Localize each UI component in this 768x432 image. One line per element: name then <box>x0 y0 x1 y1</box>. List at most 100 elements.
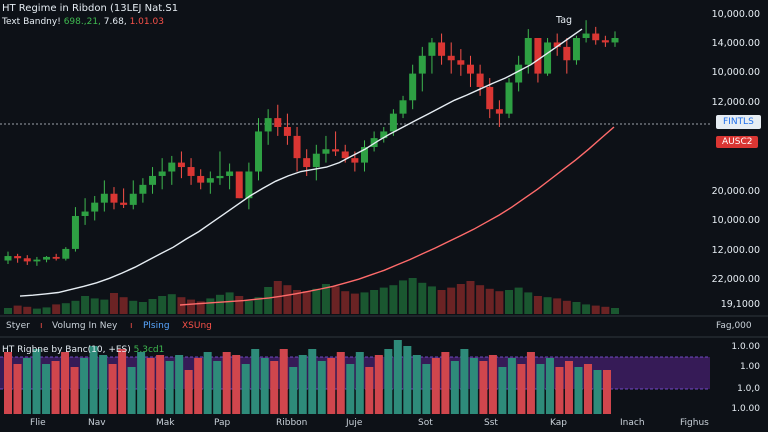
volume-bar <box>399 280 408 314</box>
candle-body <box>544 42 552 74</box>
oscillator-bar <box>232 355 241 414</box>
oscillator-bar <box>289 367 298 414</box>
volume-bar <box>360 292 369 314</box>
volume-bar <box>601 306 610 314</box>
candle-body <box>505 82 513 114</box>
volume-bar <box>71 300 80 314</box>
candle-body <box>360 147 368 163</box>
legend-item[interactable]: Styer <box>6 321 30 331</box>
legend-item[interactable]: Volumg In Ney <box>52 321 118 331</box>
volume-bar <box>264 287 273 314</box>
candle-body <box>187 167 195 176</box>
oscillator-bar <box>13 364 22 414</box>
oscillator-bar <box>336 352 345 414</box>
moving-average-white <box>19 28 583 297</box>
candle-body <box>71 216 79 249</box>
oscillator-bar <box>526 352 535 414</box>
oscillator-bar <box>308 349 317 414</box>
oscillator-bar <box>574 367 583 414</box>
volume-bar <box>148 299 157 314</box>
volume-bar <box>293 290 302 314</box>
last-price-badge[interactable]: FINTLS <box>716 115 761 129</box>
oscillator-bar <box>146 358 155 414</box>
oscillator-bar <box>583 364 592 414</box>
subtitle-green-value: 698.,21, <box>63 17 101 27</box>
candle-body <box>235 171 243 199</box>
oscillator-bar <box>536 364 545 414</box>
candle-body <box>245 171 253 199</box>
oscillator-bar <box>479 361 488 414</box>
volume-bar <box>553 298 562 314</box>
volume-bar <box>582 304 591 314</box>
candle-body <box>274 118 282 127</box>
moving-average-red <box>179 126 615 306</box>
oscillator-bar <box>517 364 526 414</box>
candle-body <box>524 38 532 65</box>
candle-body <box>52 256 60 259</box>
candle-body <box>120 202 128 205</box>
oscillator-bar <box>593 370 602 414</box>
legend-item[interactable]: Plsing <box>143 321 170 331</box>
volume-bar <box>23 306 32 314</box>
oscillator-bar <box>42 364 51 414</box>
oscillator-tick-label: 1.0.00 <box>731 404 760 414</box>
oscillator-bar <box>23 358 32 414</box>
volume-bar <box>562 300 571 314</box>
candle-body <box>601 40 609 43</box>
price-tick-label: 12,000.00 <box>711 97 760 108</box>
time-axis-label: Nav <box>88 418 106 428</box>
oscillator-bar <box>365 367 374 414</box>
candle-body <box>409 73 417 101</box>
volume-bar <box>52 304 61 314</box>
candle-body <box>149 175 157 185</box>
oscillator-bar <box>203 352 212 414</box>
candle-body <box>563 46 571 61</box>
candle-body <box>91 202 99 212</box>
candle-body <box>264 118 272 132</box>
volume-bar <box>456 284 465 314</box>
price-tick-label: 12,000.00 <box>711 245 760 256</box>
time-axis-label: Kap <box>550 418 567 428</box>
volume-bar <box>100 299 109 314</box>
volume-bar <box>138 302 147 314</box>
candle-body <box>43 256 51 260</box>
candle-body <box>283 127 291 136</box>
oscillator-bar <box>384 349 393 414</box>
candle-body <box>110 193 118 203</box>
candle-body <box>100 193 108 203</box>
volume-bar <box>408 278 417 314</box>
legend-marker-red: ı <box>130 321 133 331</box>
oscillator-label: HT Rigbne by Banc(10, +ES) 5.3cd1 <box>2 345 164 355</box>
oscillator-bar <box>564 361 573 414</box>
oscillator-bar <box>184 370 193 414</box>
oscillator-bar <box>260 358 269 414</box>
candle-body <box>226 171 234 176</box>
volume-bar <box>495 291 504 314</box>
volume-bar <box>254 297 263 314</box>
candle-body <box>515 64 523 83</box>
price-tick-label: 22,000.00 <box>711 274 760 285</box>
volume-bar <box>485 288 494 314</box>
volume-bar <box>370 290 379 314</box>
time-axis-label: Mak <box>156 418 175 428</box>
oscillator-bar <box>555 367 564 414</box>
oscillator-bar <box>507 358 516 414</box>
candle-body <box>389 113 397 132</box>
candle-body <box>495 109 503 114</box>
time-axis-label: Sst <box>484 418 498 428</box>
volume-bar <box>244 300 253 314</box>
volume-bar <box>13 305 22 314</box>
volume-bar <box>273 281 282 314</box>
oscillator-bar <box>213 361 222 414</box>
price-tick-label: 14,000.00 <box>711 38 760 49</box>
oscillator-bar <box>603 370 611 414</box>
oscillator-bar <box>80 358 89 414</box>
legend-item[interactable]: XSUng <box>182 321 212 331</box>
candle-body <box>23 258 31 262</box>
subtitle-red-value: 1.01.03 <box>129 17 164 27</box>
volume-bar <box>466 281 475 314</box>
volume-bar <box>206 298 215 314</box>
oscillator-bar <box>545 358 554 414</box>
ma-price-badge[interactable]: AUSC2 <box>716 136 759 148</box>
candle-body <box>351 158 359 163</box>
